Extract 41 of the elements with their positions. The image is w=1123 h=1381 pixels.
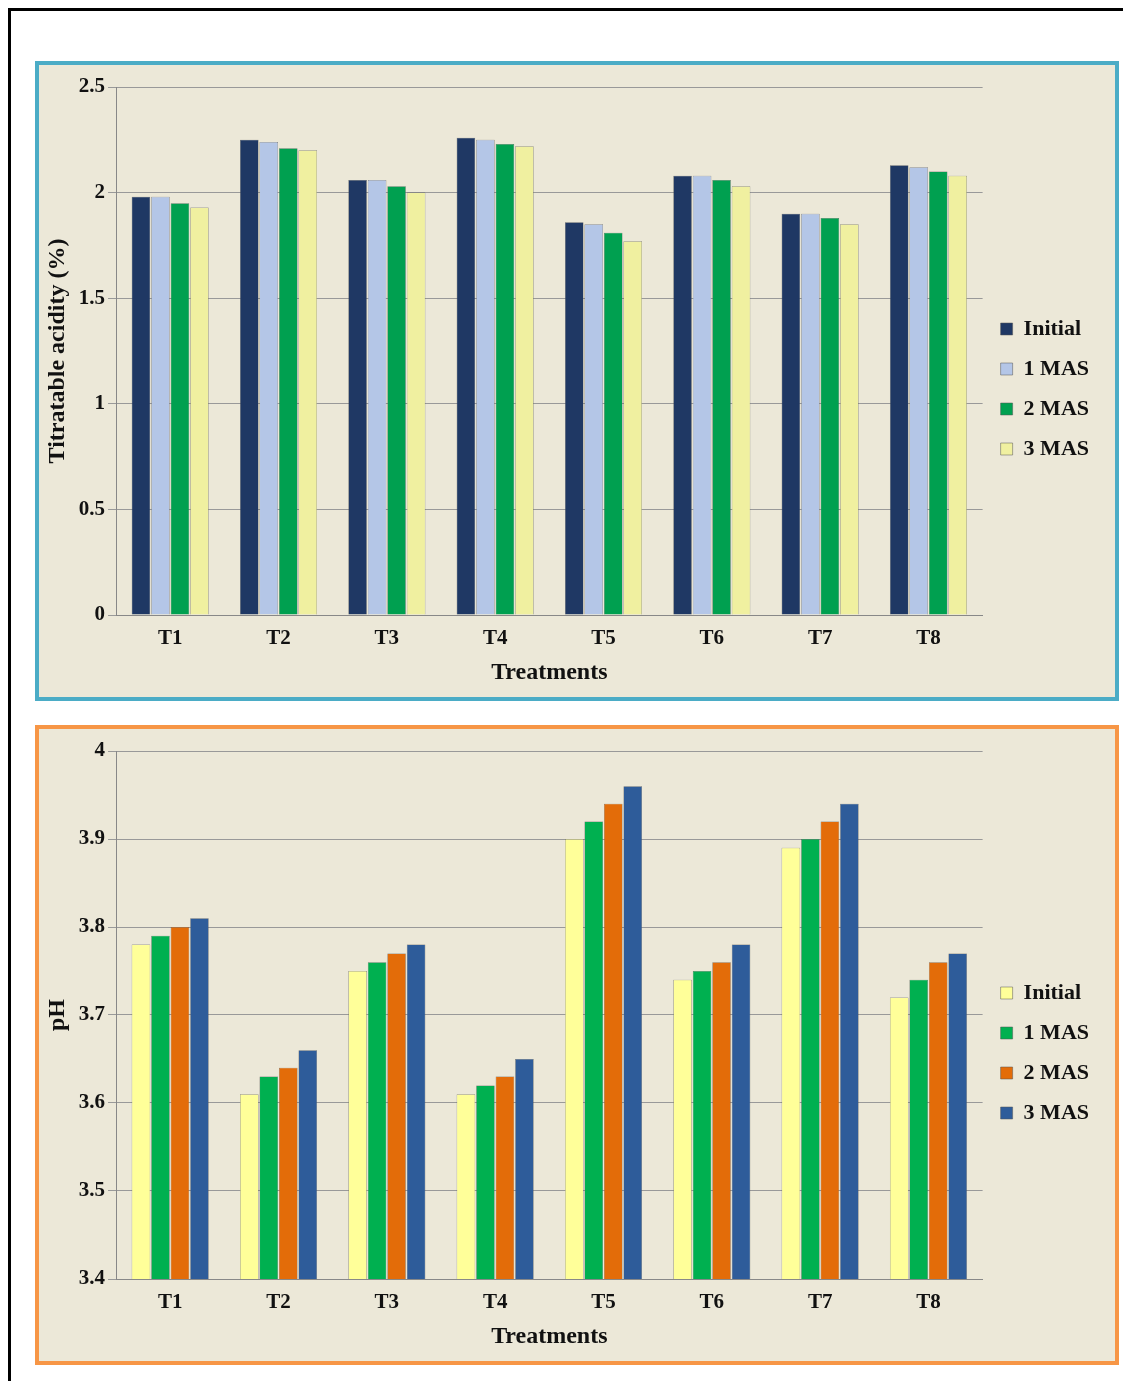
y-tick-label: 3.9 [78,825,106,850]
x-tick-label: T5 [591,1289,616,1314]
x-tick-label: T1 [157,1289,183,1314]
y-tick-label: 4 [94,737,106,762]
x-tick-label: T4 [482,1289,508,1314]
x-tick-label: T2 [266,1289,291,1314]
y-tick-label: 0 [94,601,106,626]
x-tick-label: T8 [916,625,941,650]
y-tick-label: 3.8 [78,913,106,938]
y-axis-title: Titratable acidity (%) [42,238,69,464]
x-tick-label: T6 [699,1289,725,1314]
x-tick-label: T1 [157,625,183,650]
x-tick-label: T3 [374,625,400,650]
x-tick-label: T3 [374,1289,400,1314]
x-tick-label: T6 [699,625,725,650]
y-tick-label: 2.5 [78,73,106,98]
y-tick-label: 0.5 [78,495,106,520]
x-axis-title: Treatments [491,657,608,684]
x-tick-label: T7 [807,1289,833,1314]
legend-label: Initial [1023,978,1082,1004]
y-axis-title: pH [42,998,69,1032]
legend-label: 1 MAS [1023,354,1089,380]
y-tick-label: 3.7 [78,1001,106,1026]
y-tick-label: 1 [94,390,106,415]
legend-label: 3 MAS [1023,1098,1089,1124]
y-tick-label: 3.6 [78,1089,106,1114]
y-tick-label: 1.5 [78,284,106,309]
legend-label: 3 MAS [1023,434,1089,460]
legend-label: 1 MAS [1023,1018,1089,1044]
x-tick-label: T5 [591,625,616,650]
x-tick-label: T7 [807,625,833,650]
y-tick-label: 2 [94,179,106,204]
x-tick-label: T8 [916,1289,941,1314]
x-tick-label: T2 [266,625,291,650]
y-tick-label: 3.5 [78,1177,106,1202]
x-tick-label: T4 [482,625,508,650]
y-tick-label: 3.4 [78,1265,106,1290]
x-axis-title: Treatments [491,1321,608,1348]
legend-label: 2 MAS [1023,1058,1089,1084]
legend-label: 2 MAS [1023,394,1089,420]
legend-label: Initial [1023,314,1082,340]
